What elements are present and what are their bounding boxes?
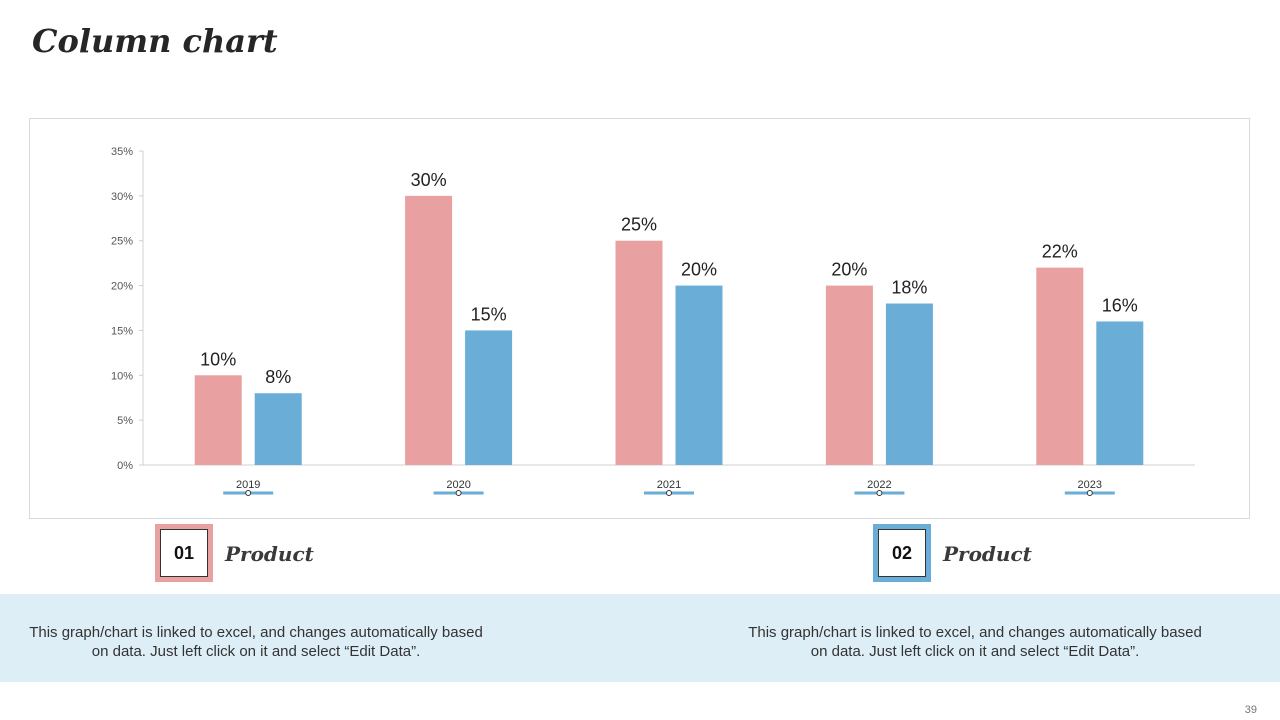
x-tick-label-2019: 2019 [236, 479, 260, 491]
y-tick-label: 30% [111, 191, 133, 203]
y-tick-label: 15% [111, 325, 133, 337]
bar-2-2023[interactable] [1096, 321, 1144, 465]
data-label-1-2022: 20% [831, 260, 867, 280]
info-text-left: This graph/chart is linked to excel, and… [29, 624, 483, 660]
legend-label-02: Product [943, 542, 1032, 566]
legend-number-01: 01 [160, 529, 208, 577]
category-marker-dot [666, 490, 672, 496]
y-tick-label: 10% [111, 370, 133, 382]
x-tick-label-2021: 2021 [657, 479, 681, 491]
bar-1-2022[interactable] [825, 285, 873, 465]
data-label-1-2023: 22% [1042, 242, 1078, 262]
bar-1-2021[interactable] [615, 240, 663, 465]
legend-number-02: 02 [878, 529, 926, 577]
category-marker-dot [455, 490, 462, 496]
x-tick-label-2022: 2022 [867, 479, 891, 491]
bar-2-2022[interactable] [885, 303, 933, 465]
legend-box-01: 01 [155, 524, 213, 582]
bar-1-2020[interactable] [405, 195, 453, 465]
bar-2-2021[interactable] [675, 285, 723, 465]
info-text-right: This graph/chart is linked to excel, and… [748, 624, 1202, 660]
chart-frame[interactable] [29, 118, 1250, 519]
legend-box-02: 02 [873, 524, 931, 582]
x-tick-label-2023: 2023 [1078, 479, 1102, 491]
info-band: This graph/chart is linked to excel, and… [0, 594, 1280, 682]
y-tick-label: 25% [111, 236, 133, 248]
bar-2-2020[interactable] [465, 330, 513, 465]
y-tick-label: 35% [111, 146, 133, 158]
y-tick-label: 5% [117, 415, 133, 427]
page-number: 39 [1244, 704, 1257, 716]
x-tick-label-2020: 2020 [446, 479, 470, 491]
data-label-2-2022: 18% [891, 278, 927, 298]
data-label-1-2019: 10% [200, 349, 236, 369]
y-tick-label: 20% [111, 281, 133, 293]
y-tick-label: 0% [117, 460, 133, 472]
data-label-1-2021: 25% [621, 215, 657, 235]
bar-1-2019[interactable] [194, 375, 242, 465]
legend-label-01: Product [225, 542, 314, 566]
data-label-2-2020: 15% [471, 304, 507, 324]
bar-1-2023[interactable] [1036, 267, 1084, 465]
bar-2-2019[interactable] [254, 393, 302, 465]
data-label-2-2019: 8% [265, 367, 291, 387]
data-label-1-2020: 30% [411, 170, 447, 190]
data-label-2-2021: 20% [681, 260, 717, 280]
data-label-2-2023: 16% [1102, 295, 1138, 315]
slide-title: Column chart [32, 22, 278, 60]
category-marker-dot [245, 490, 252, 496]
category-marker-dot [876, 490, 883, 496]
category-marker-dot [1086, 490, 1093, 496]
